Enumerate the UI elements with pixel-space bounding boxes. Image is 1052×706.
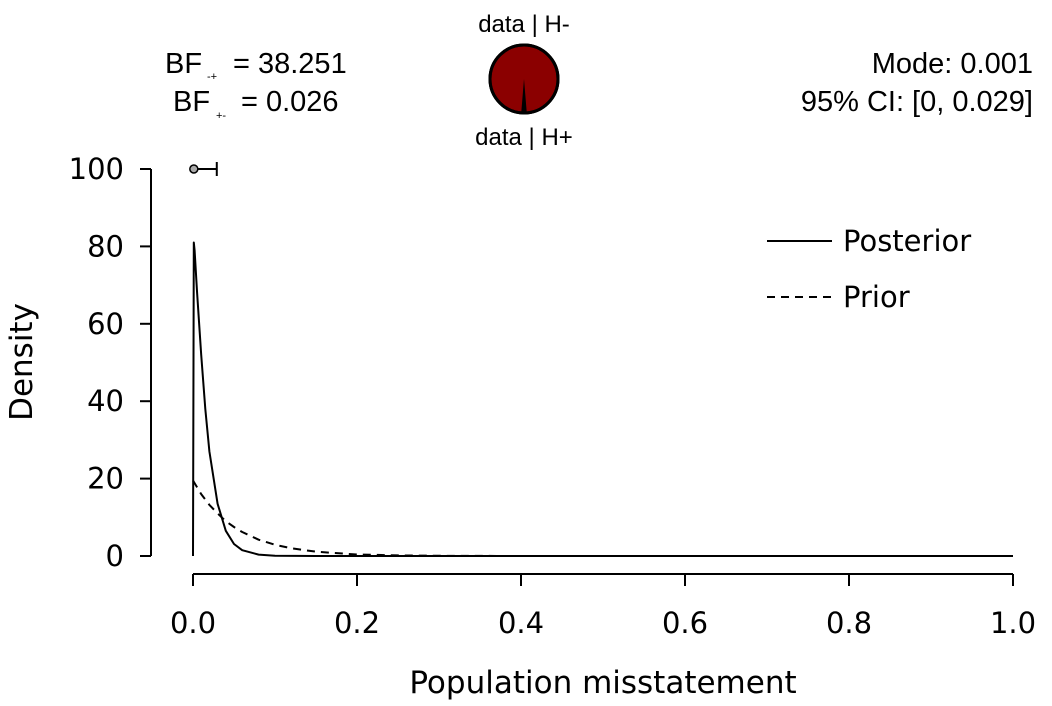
y-tick-label: 0 bbox=[106, 539, 124, 573]
x-tick-label: 0.8 bbox=[826, 606, 872, 640]
bf-plus-minus-subscript: +- bbox=[216, 110, 226, 122]
x-axis: 0.0 0.2 0.4 0.6 0.8 1.0 bbox=[170, 573, 1036, 640]
y-axis: 0 20 40 60 80 100 bbox=[69, 152, 152, 573]
x-tick-label: 1.0 bbox=[990, 606, 1036, 640]
bf-plus-minus-value: = 0.026 bbox=[241, 86, 339, 118]
x-tick-label: 0.0 bbox=[170, 606, 216, 640]
y-axis-title: Density bbox=[4, 303, 40, 421]
pie-top-label: data | H- bbox=[478, 11, 570, 38]
ci-point bbox=[189, 164, 199, 174]
mode-text: Mode: 0.001 bbox=[872, 48, 1033, 80]
x-tick-label: 0.2 bbox=[334, 606, 380, 640]
series-layer bbox=[192, 241, 1013, 557]
y-tick-label: 80 bbox=[87, 229, 124, 263]
legend-label-posterior: Posterior bbox=[843, 224, 971, 258]
legend-label-prior: Prior bbox=[843, 280, 910, 314]
pie-h-plus-slice bbox=[521, 79, 527, 113]
x-tick-label: 0.6 bbox=[662, 606, 708, 640]
credible-interval bbox=[189, 162, 218, 176]
y-tick-label: 100 bbox=[69, 152, 124, 186]
bf-minus-plus-subscript: -+ bbox=[207, 71, 217, 83]
y-tick-label: 40 bbox=[87, 384, 124, 418]
bayes-factor-block: BF -+ = 38.251 BF +- = 0.026 bbox=[165, 48, 347, 122]
evidence-pie: data | H- data | H+ bbox=[475, 11, 573, 151]
x-tick-label: 0.4 bbox=[498, 606, 544, 640]
legend: Posterior Prior bbox=[767, 224, 971, 314]
series-line-prior bbox=[192, 479, 1013, 557]
bf-minus-plus-value: = 38.251 bbox=[233, 48, 347, 80]
pie-bottom-label: data | H+ bbox=[475, 124, 573, 151]
y-tick-label: 20 bbox=[87, 462, 124, 496]
y-tick-label: 60 bbox=[87, 307, 124, 341]
bf-plus-minus-prefix: BF bbox=[173, 86, 210, 118]
x-axis-title: Population misstatement bbox=[409, 665, 796, 701]
summary-block: Mode: 0.001 95% CI: [0, 0.029] bbox=[801, 48, 1033, 118]
bf-minus-plus-prefix: BF bbox=[165, 48, 202, 80]
ci-text: 95% CI: [0, 0.029] bbox=[801, 86, 1033, 118]
pie-outline bbox=[488, 43, 560, 115]
